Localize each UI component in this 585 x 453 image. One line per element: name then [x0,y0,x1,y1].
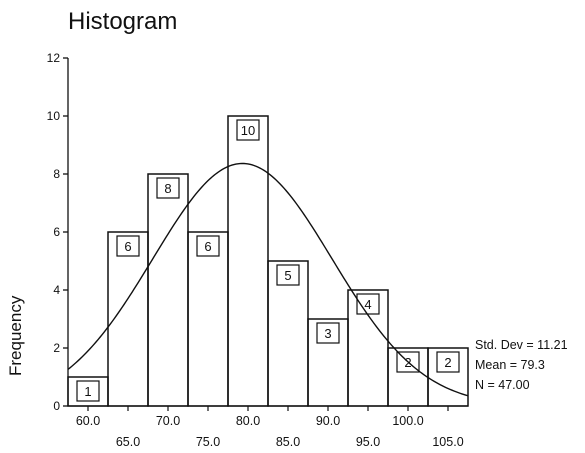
x-tick-label: 75.0 [196,435,220,449]
data-label: 1 [84,384,91,399]
data-label-box [76,380,100,402]
y-tick-label: 8 [53,167,60,181]
x-tick-label: 95.0 [356,435,380,449]
y-tick-label: 2 [53,341,60,355]
data-label-box [276,264,300,286]
data-label: 6 [204,239,211,254]
x-tick-label: 70.0 [156,414,180,428]
x-tick-label: 65.0 [116,435,140,449]
normal-curve [67,162,469,397]
y-tick-label: 4 [53,283,60,297]
data-label: 6 [124,239,131,254]
stat-mean: Mean = 79.3 [475,358,545,372]
y-tick-label: 0 [53,399,60,413]
data-label: 2 [444,355,451,370]
y-tick-label: 10 [47,109,61,123]
y-tick-label: 6 [53,225,60,239]
y-axis: 0 2 4 6 8 10 12 [47,51,69,413]
data-label-box [316,322,340,344]
data-label: 5 [284,268,291,283]
chart-title: Histogram [68,8,178,35]
y-tick-label: 12 [47,51,61,65]
data-label-box [156,177,180,199]
bar [147,173,189,407]
bar [227,115,269,407]
stats-box: Std. Dev = 11.21 Mean = 79.3 N = 47.00 [475,335,568,395]
x-axis: 60.0 65.0 70.0 75.0 80.0 85.0 90.0 95.0 100.0 105… [68,405,468,449]
normal-curve-group [67,162,469,397]
x-tick-label: 90.0 [316,414,340,428]
x-tick-label: 60.0 [76,414,100,428]
x-tick-label: 80.0 [236,414,260,428]
bar [187,231,229,407]
stat-std-dev: Std. Dev = 11.21 [475,338,568,352]
stat-n: N = 47.00 [475,378,530,392]
x-tick-label: 105.0 [432,435,463,449]
data-label-box [236,119,260,141]
x-tick-label: 85.0 [276,435,300,449]
data-label: 4 [364,297,371,312]
data-label: 3 [324,326,331,341]
x-tick-label: 100.0 [392,414,423,428]
data-label-box [196,235,220,257]
data-label-box [116,235,140,257]
data-label-box [436,351,460,373]
data-label: 10 [241,123,255,138]
data-label: 8 [164,181,171,196]
